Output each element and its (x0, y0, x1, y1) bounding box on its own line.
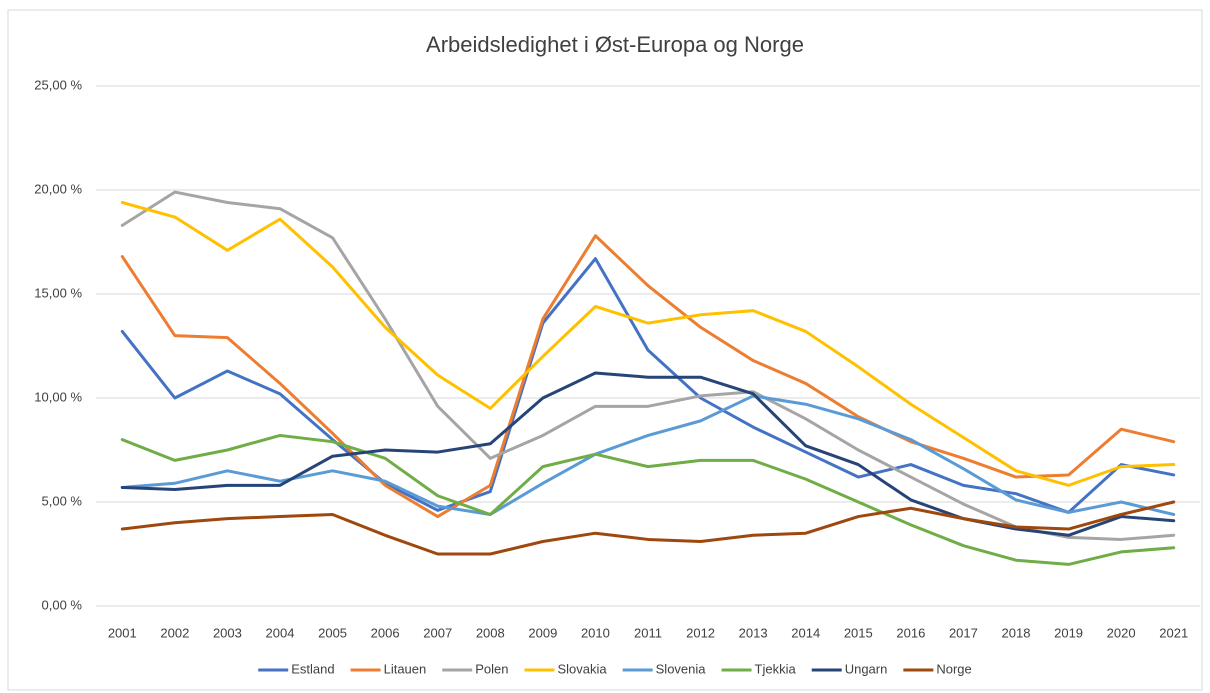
x-tick-label: 2012 (686, 625, 715, 640)
series-line (120, 394, 1176, 516)
legend-label: Slovakia (558, 661, 608, 676)
y-tick-label: 0,00 % (42, 597, 83, 612)
y-tick-label: 10,00 % (34, 389, 82, 404)
x-tick-label: 2020 (1107, 625, 1136, 640)
x-tick-label: 2019 (1054, 625, 1083, 640)
x-tick-label: 2018 (1002, 625, 1031, 640)
chart-title: Arbeidsledighet i Øst-Europa og Norge (426, 32, 804, 57)
legend-label: Norge (936, 661, 971, 676)
x-tick-label: 2015 (844, 625, 873, 640)
legend-label: Ungarn (845, 661, 888, 676)
x-tick-label: 2005 (318, 625, 347, 640)
y-tick-label: 20,00 % (34, 181, 82, 196)
legend-label: Tjekkia (755, 661, 797, 676)
series-line (120, 433, 1176, 566)
x-tick-label: 2010 (581, 625, 610, 640)
x-tick-label: 2007 (423, 625, 452, 640)
series-line (120, 234, 1176, 519)
x-tick-label: 2002 (160, 625, 189, 640)
x-tick-label: 2008 (476, 625, 505, 640)
legend-label: Litauen (384, 661, 427, 676)
x-tick-label: 2004 (266, 625, 295, 640)
x-tick-label: 2021 (1159, 625, 1188, 640)
x-tick-label: 2013 (739, 625, 768, 640)
series-line (120, 500, 1176, 556)
x-tick-label: 2001 (108, 625, 137, 640)
x-tick-label: 2011 (634, 625, 662, 640)
y-tick-label: 15,00 % (34, 285, 82, 300)
x-tick-label: 2009 (528, 625, 557, 640)
series-line (120, 190, 1176, 541)
legend-label: Polen (475, 661, 508, 676)
x-tick-label: 2014 (791, 625, 820, 640)
x-tick-label: 2003 (213, 625, 242, 640)
series-line (120, 200, 1176, 487)
x-tick-label: 2017 (949, 625, 978, 640)
y-tick-label: 5,00 % (42, 493, 83, 508)
legend-label: Slovenia (656, 661, 707, 676)
legend-label: Estland (291, 661, 334, 676)
x-tick-label: 2006 (371, 625, 400, 640)
y-tick-label: 25,00 % (34, 77, 82, 92)
x-tick-label: 2016 (896, 625, 925, 640)
chart-border (7, 9, 1203, 691)
